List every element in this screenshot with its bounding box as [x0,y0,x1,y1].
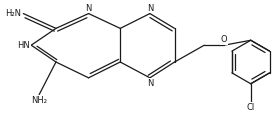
Text: Cl: Cl [247,102,255,112]
Text: NH₂: NH₂ [31,96,47,105]
Text: O: O [221,35,227,44]
Text: N: N [147,4,153,13]
Text: N: N [147,79,153,88]
Text: N: N [85,4,92,13]
Text: H₂N: H₂N [5,9,21,18]
Text: HN: HN [17,41,30,50]
